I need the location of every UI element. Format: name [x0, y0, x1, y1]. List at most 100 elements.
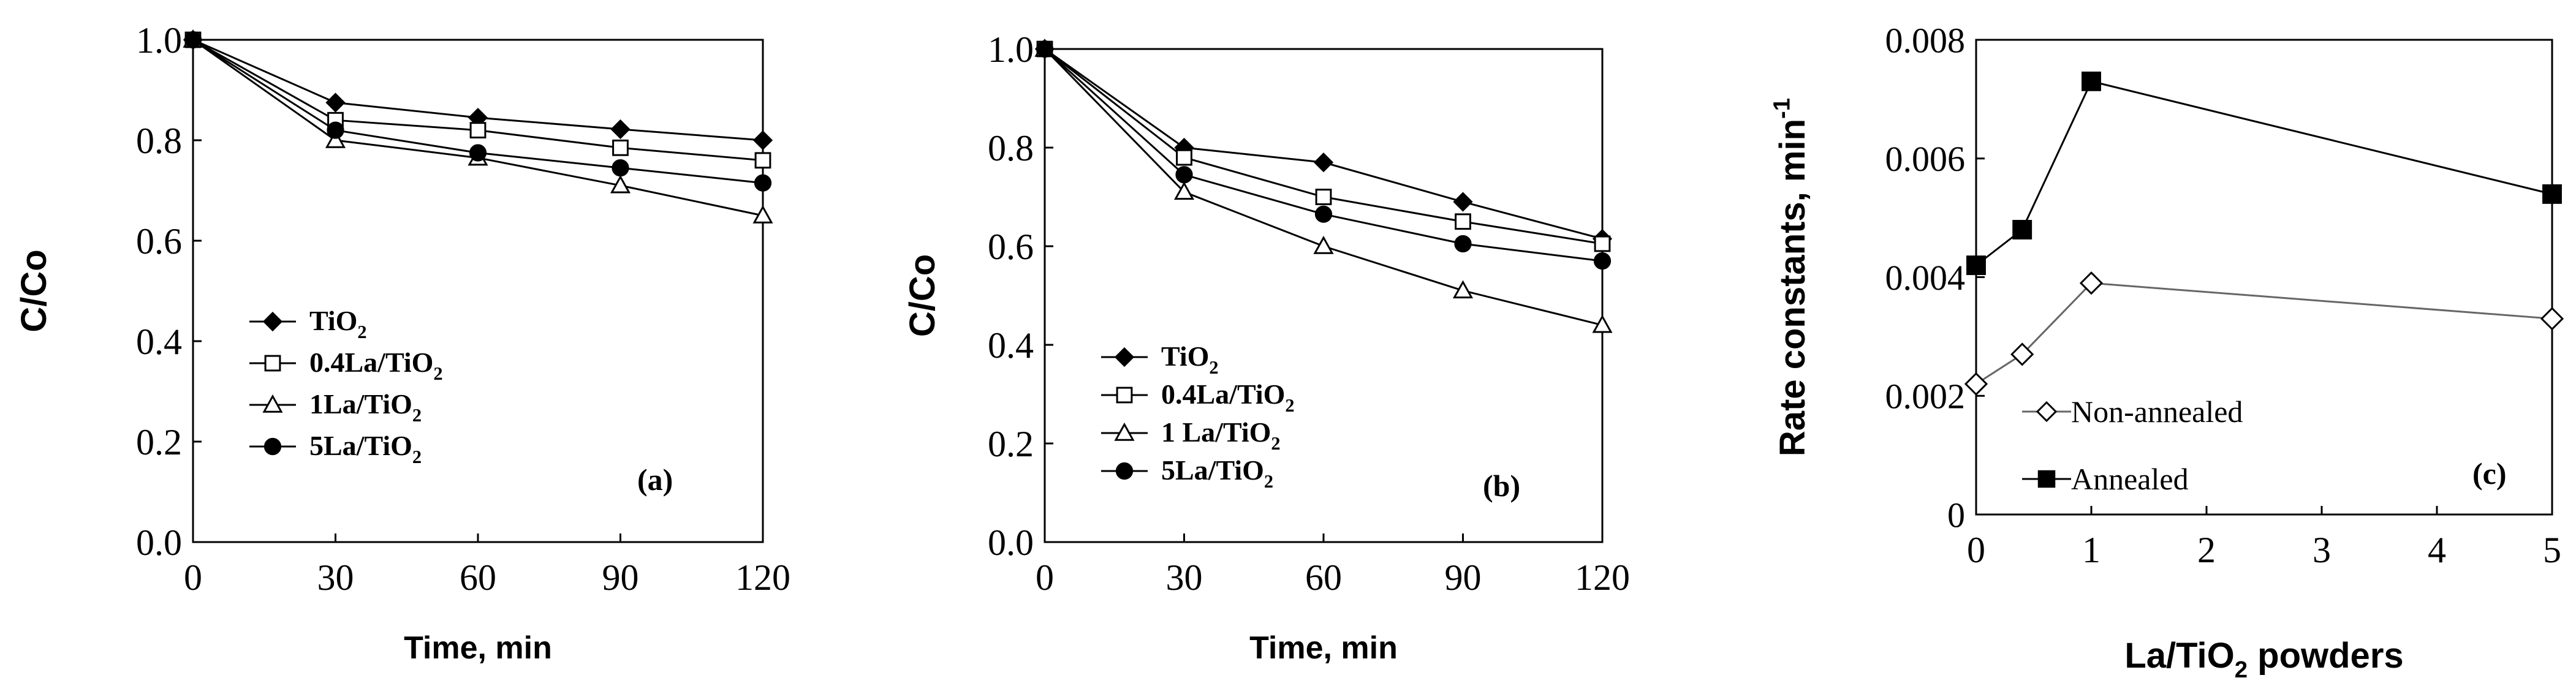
data-point	[325, 129, 346, 148]
x-tick-label: 60	[1305, 557, 1342, 598]
legend-label-main: 1La/TiO	[309, 388, 412, 420]
y-tick-label: 0.0	[988, 522, 1034, 563]
series-annealed	[1966, 71, 2562, 276]
x-tick-label: 5	[2543, 530, 2561, 570]
legend-marker	[1114, 347, 1135, 368]
legend-label-main: TiO	[309, 305, 357, 336]
data-point	[1175, 166, 1193, 184]
y-tick-label: 0.0	[136, 522, 182, 563]
x-tick-label: 30	[317, 557, 354, 598]
y-tick-label: 0.4	[988, 325, 1034, 366]
y-tick-label: 0.8	[136, 121, 182, 161]
legend-label-main: 0.4La/TiO	[309, 347, 433, 378]
y-tick-label: 0.4	[136, 322, 182, 362]
x-tick-label: 2	[2197, 530, 2216, 570]
legend-marker	[1114, 422, 1135, 441]
x-tick-label: 0	[1036, 557, 1054, 598]
data-point	[754, 174, 772, 192]
x-tick-label: 120	[1575, 557, 1630, 598]
legend-label: Annealed	[2071, 462, 2189, 496]
legend-label-sub: 2	[1264, 471, 1273, 492]
data-point	[2012, 220, 2032, 239]
legend-label: TiO2	[309, 305, 367, 342]
y-tick-label: 1.0	[136, 20, 182, 61]
y-tick-label: 0.006	[1885, 139, 1966, 179]
data-point	[754, 152, 771, 169]
plot-frame	[1975, 39, 2553, 516]
legend-label-sub: 2	[412, 447, 422, 467]
x-axis-label-sub: 2	[2235, 657, 2248, 683]
legend-label-main: 1 La/TiO	[1161, 417, 1271, 448]
y-tick-label: 0.008	[1885, 20, 1966, 60]
y-axis-label-main: Rate constants, min	[1773, 119, 1813, 456]
data-point	[752, 205, 773, 224]
data-point	[1314, 205, 1333, 223]
legend-marker	[263, 437, 282, 456]
data-point	[1453, 192, 1473, 212]
legend-marker	[2037, 470, 2056, 488]
data-point	[1594, 235, 1611, 252]
x-axis-label: Time, min	[404, 630, 552, 666]
data-point	[325, 92, 346, 113]
y-axis-label-sup: -1	[1769, 98, 1795, 119]
data-point	[1454, 235, 1472, 253]
y-tick-label: 0.6	[136, 221, 182, 262]
series-line	[1976, 80, 2553, 266]
legend-label-main: TiO	[1161, 341, 1209, 372]
x-axis-label-tail: powders	[2248, 636, 2404, 676]
legend-label-sub: 2	[433, 363, 442, 384]
legend-label-sub: 2	[1209, 357, 1218, 378]
legend-label: 1 La/TiO2	[1161, 417, 1281, 454]
data-point	[2082, 71, 2101, 91]
y-tick-label: 1.0	[988, 29, 1034, 70]
y-tick-label: 0	[1947, 495, 1965, 535]
x-axis-label: La/TiO2 powders	[2124, 636, 2403, 683]
legend-label-sub: 2	[412, 405, 422, 426]
legend-marker	[1115, 462, 1134, 480]
x-axis-label-main: La/TiO	[2124, 636, 2234, 676]
legend-label-main: 0.4La/TiO	[1161, 379, 1285, 410]
legend-marker	[264, 355, 281, 372]
legend-marker	[2036, 401, 2058, 423]
y-tick-label: 0.002	[1885, 377, 1966, 417]
data-point	[1176, 149, 1192, 166]
chart-panel-2	[1034, 38, 1613, 543]
legend-marker	[262, 311, 283, 332]
data-point	[469, 122, 487, 138]
legend-label-main: 5La/TiO	[309, 430, 412, 461]
y-axis-label: C/Co	[903, 254, 942, 337]
data-point	[2010, 342, 2034, 366]
x-tick-label: 0	[1967, 530, 1985, 570]
legend-label: 5La/TiO2	[1161, 454, 1273, 492]
legend-label: TiO2	[1161, 341, 1219, 378]
data-point	[610, 175, 631, 194]
legend-label-sub: 2	[1271, 433, 1280, 454]
legend-label-main: 5La/TiO	[1161, 454, 1264, 486]
legend-label-sub: 2	[1285, 395, 1294, 416]
data-point	[1313, 235, 1334, 254]
legend-label: 0.4La/TiO2	[309, 347, 443, 384]
legend-label: 0.4La/TiO2	[1161, 379, 1295, 416]
y-tick-label: 0.2	[988, 424, 1034, 464]
panel-label: (c)	[2472, 456, 2507, 491]
data-point	[2540, 307, 2564, 331]
x-tick-label: 90	[1445, 557, 1482, 598]
data-point	[612, 159, 629, 177]
x-tick-label: 60	[460, 557, 496, 598]
panel-label: (b)	[1483, 469, 1520, 503]
x-axis-label: Time, min	[1249, 630, 1398, 666]
data-point	[1173, 181, 1195, 200]
series-tio2	[1034, 39, 1613, 249]
data-point	[327, 121, 344, 139]
data-point	[612, 139, 629, 156]
x-tick-label: 4	[2428, 530, 2446, 570]
series-5la-tio2	[184, 31, 772, 192]
x-tick-label: 1	[2082, 530, 2101, 570]
legend-label-sub: 2	[357, 322, 366, 342]
data-point	[1964, 372, 1988, 396]
legend-marker	[1116, 386, 1133, 404]
series-line	[1976, 282, 2553, 385]
data-point	[610, 119, 631, 140]
data-point	[1452, 280, 1474, 299]
